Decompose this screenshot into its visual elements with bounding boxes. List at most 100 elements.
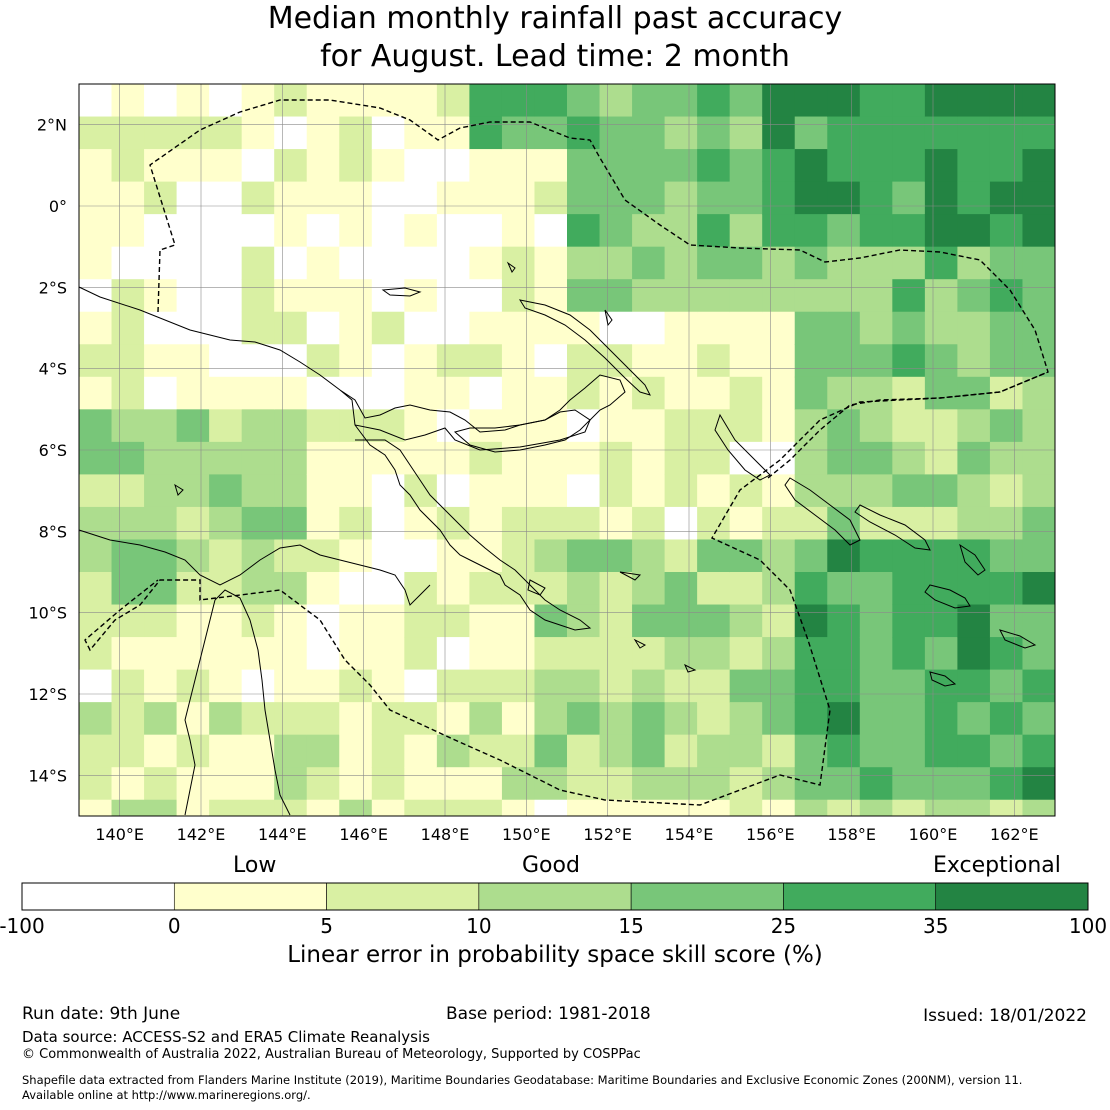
skill-cell <box>827 149 861 183</box>
skill-cell <box>469 572 503 606</box>
skill-cell <box>664 441 698 475</box>
skill-cell <box>79 474 113 508</box>
skill-cell <box>209 84 243 118</box>
skill-cell <box>729 572 763 606</box>
skill-cell <box>599 181 633 215</box>
skill-cell <box>827 181 861 215</box>
skill-cell <box>859 506 893 540</box>
skill-cell <box>632 506 666 540</box>
colorbar-tick-label: 15 <box>618 914 643 938</box>
skill-cell <box>859 279 893 313</box>
latitude-tick-label: 2°S <box>39 278 67 297</box>
skill-cell <box>729 344 763 378</box>
skill-cell <box>144 506 178 540</box>
skill-cell <box>241 767 275 801</box>
skill-cell <box>111 181 145 215</box>
skill-cell <box>274 376 308 410</box>
skill-cell <box>599 246 633 280</box>
latitude-tick-label: 6°S <box>39 441 67 460</box>
skill-cell <box>209 572 243 606</box>
skill-cell <box>729 84 763 118</box>
skill-cell <box>989 637 1023 671</box>
skill-cell <box>534 637 568 671</box>
longitude-tick-label: 146°E <box>339 825 388 844</box>
skill-cell <box>664 474 698 508</box>
skill-cell <box>1022 409 1056 443</box>
skill-cell <box>892 506 926 540</box>
skill-cell <box>339 572 373 606</box>
skill-cell <box>306 409 340 443</box>
skill-cell <box>144 344 178 378</box>
colorbar-tick-label: 5 <box>320 914 333 938</box>
skill-cell <box>469 539 503 573</box>
colorbar-tick-label: 35 <box>923 914 948 938</box>
skill-cell <box>892 376 926 410</box>
skill-cell <box>436 637 470 671</box>
skill-cell <box>339 84 373 118</box>
skill-cell <box>241 84 275 118</box>
skill-cell <box>209 441 243 475</box>
skill-cell <box>827 767 861 801</box>
skill-cell <box>599 506 633 540</box>
skill-cell <box>827 604 861 638</box>
skill-cell <box>306 149 340 183</box>
data-source: Data source: ACCESS-S2 and ERA5 Climate … <box>22 1028 430 1046</box>
skill-cell <box>697 84 731 118</box>
skill-cell <box>501 84 535 118</box>
skill-cell <box>762 767 796 801</box>
skill-cell <box>567 181 601 215</box>
skill-cell <box>79 149 113 183</box>
skill-cell <box>1022 441 1056 475</box>
skill-cell <box>1022 149 1056 183</box>
skill-cell <box>1022 246 1056 280</box>
skill-cell <box>371 767 405 801</box>
skill-cell <box>664 669 698 703</box>
skill-cell <box>371 734 405 768</box>
skill-cell <box>957 149 991 183</box>
skill-cell <box>339 214 373 248</box>
skill-cell <box>632 669 666 703</box>
skill-cell <box>79 181 113 215</box>
skill-cell <box>209 311 243 345</box>
skill-cell <box>79 246 113 280</box>
skill-cell <box>404 246 438 280</box>
skill-cell <box>209 637 243 671</box>
skill-cell <box>274 637 308 671</box>
solomon-eez-boundary <box>767 371 1049 479</box>
skill-cell <box>794 702 828 736</box>
skill-cell <box>111 311 145 345</box>
skill-cell <box>599 279 633 313</box>
skill-cell <box>111 84 145 118</box>
skill-cell <box>567 441 601 475</box>
skill-cell <box>111 572 145 606</box>
skill-cell <box>1022 376 1056 410</box>
skill-cell <box>599 441 633 475</box>
skill-cell <box>79 214 113 248</box>
skill-cell <box>79 441 113 475</box>
skill-cell <box>957 506 991 540</box>
longitude-tick-label: 160°E <box>909 825 958 844</box>
skill-cell <box>827 344 861 378</box>
skill-cell <box>632 734 666 768</box>
skill-cell <box>859 572 893 606</box>
skill-cell <box>339 637 373 671</box>
skill-cell <box>209 214 243 248</box>
skill-cell <box>339 344 373 378</box>
skill-cell <box>339 246 373 280</box>
skill-cell <box>501 506 535 540</box>
skill-cell <box>144 604 178 638</box>
skill-cell <box>1022 474 1056 508</box>
skill-cell <box>404 734 438 768</box>
skill-cell <box>404 376 438 410</box>
skill-cell <box>1022 539 1056 573</box>
skill-cell <box>632 539 666 573</box>
skill-cell <box>762 116 796 150</box>
longitude-tick-label: 140°E <box>95 825 144 844</box>
skill-cell <box>632 767 666 801</box>
longitude-tick-label: 158°E <box>827 825 876 844</box>
skill-cell <box>892 279 926 313</box>
skill-cell <box>827 539 861 573</box>
skill-cell <box>664 214 698 248</box>
skill-cell <box>241 311 275 345</box>
skill-cell <box>404 572 438 606</box>
